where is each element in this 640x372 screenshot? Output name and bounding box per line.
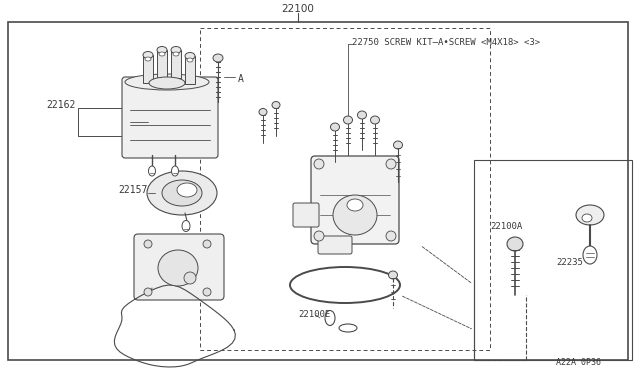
Text: 22750 SCREW KIT—A•SCREW <M4X18> <3>: 22750 SCREW KIT—A•SCREW <M4X18> <3> (352, 38, 540, 47)
Ellipse shape (333, 195, 377, 235)
Ellipse shape (213, 54, 223, 62)
Ellipse shape (576, 205, 604, 225)
FancyBboxPatch shape (293, 203, 319, 227)
Ellipse shape (147, 171, 217, 215)
Text: 22235: 22235 (557, 258, 584, 267)
Bar (78, 108, 130, 136)
Ellipse shape (148, 166, 156, 176)
Ellipse shape (347, 199, 363, 211)
FancyBboxPatch shape (318, 236, 352, 254)
FancyBboxPatch shape (122, 77, 218, 158)
Ellipse shape (339, 324, 357, 332)
Ellipse shape (272, 102, 280, 109)
Ellipse shape (143, 51, 153, 58)
Ellipse shape (157, 46, 167, 54)
Text: A: A (238, 74, 244, 84)
Ellipse shape (330, 123, 339, 131)
Circle shape (203, 288, 211, 296)
Ellipse shape (125, 74, 209, 90)
Text: 22162: 22162 (46, 100, 76, 110)
Ellipse shape (187, 58, 193, 62)
Ellipse shape (145, 57, 151, 61)
Bar (143, 55, 153, 83)
Text: 22100A: 22100A (490, 222, 522, 231)
Ellipse shape (182, 221, 190, 231)
Ellipse shape (394, 141, 403, 149)
Ellipse shape (177, 183, 197, 197)
Ellipse shape (507, 237, 523, 251)
Ellipse shape (149, 77, 185, 89)
Circle shape (144, 240, 152, 248)
FancyBboxPatch shape (311, 156, 399, 244)
Circle shape (386, 231, 396, 241)
Ellipse shape (185, 52, 195, 60)
Ellipse shape (344, 116, 353, 124)
Ellipse shape (582, 214, 592, 222)
Text: A22A 0P36: A22A 0P36 (556, 358, 601, 367)
Circle shape (203, 240, 211, 248)
Ellipse shape (171, 46, 181, 54)
Ellipse shape (162, 180, 202, 206)
Ellipse shape (184, 272, 196, 284)
Bar (200, 28, 490, 350)
Ellipse shape (358, 111, 367, 119)
Ellipse shape (159, 52, 165, 56)
Text: 22100E: 22100E (298, 310, 330, 319)
Ellipse shape (325, 311, 335, 326)
Ellipse shape (173, 52, 179, 56)
Bar (157, 50, 167, 78)
FancyBboxPatch shape (134, 234, 224, 300)
Ellipse shape (583, 246, 597, 264)
Text: 22157: 22157 (118, 185, 147, 195)
Circle shape (314, 159, 324, 169)
Bar (171, 50, 181, 78)
Text: 22100: 22100 (282, 4, 314, 14)
Ellipse shape (158, 250, 198, 286)
Ellipse shape (172, 166, 179, 176)
Ellipse shape (259, 109, 267, 115)
Ellipse shape (388, 271, 397, 279)
Circle shape (314, 231, 324, 241)
Circle shape (386, 159, 396, 169)
Circle shape (144, 288, 152, 296)
Bar (185, 56, 195, 84)
Bar (474, 160, 632, 360)
Ellipse shape (371, 116, 380, 124)
